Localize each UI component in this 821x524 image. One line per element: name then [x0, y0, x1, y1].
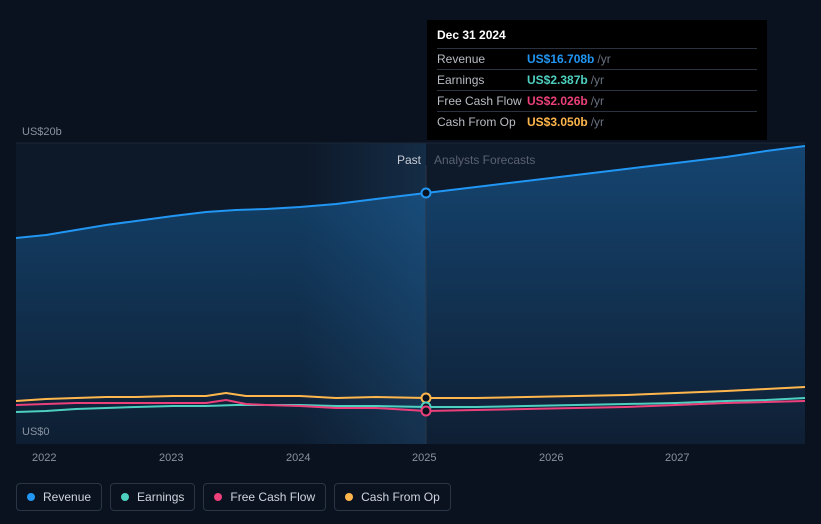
- legend-marker-icon: [345, 493, 353, 501]
- tooltip-row-unit: /yr: [591, 73, 604, 87]
- legend-item-label: Revenue: [43, 490, 91, 504]
- legend-item-label: Free Cash Flow: [230, 490, 315, 504]
- y-axis-label-max: US$20b: [22, 126, 62, 138]
- x-axis-label: 2022: [32, 452, 56, 464]
- legend-item-free-cash-flow[interactable]: Free Cash Flow: [203, 483, 326, 511]
- tooltip-row-unit: /yr: [597, 52, 610, 66]
- tooltip-row-value: US$3.050b: [527, 115, 588, 129]
- tooltip-header: Dec 31 2024: [437, 28, 757, 46]
- forecast-label: Analysts Forecasts: [434, 153, 535, 167]
- tooltip-row: Free Cash FlowUS$2.026b/yr: [437, 90, 757, 111]
- tooltip-row-label: Revenue: [437, 52, 527, 66]
- legend-item-label: Earnings: [137, 490, 184, 504]
- x-axis-label: 2024: [286, 452, 310, 464]
- tooltip-row: EarningsUS$2.387b/yr: [437, 69, 757, 90]
- tooltip-row: RevenueUS$16.708b/yr: [437, 48, 757, 69]
- legend-item-cash-from-op[interactable]: Cash From Op: [334, 483, 451, 511]
- legend-item-earnings[interactable]: Earnings: [110, 483, 195, 511]
- tooltip-row-value: US$16.708b: [527, 52, 594, 66]
- tooltip-row-unit: /yr: [591, 94, 604, 108]
- legend-marker-icon: [214, 493, 222, 501]
- x-axis-label: 2027: [665, 452, 689, 464]
- chart-legend: Revenue Earnings Free Cash Flow Cash From O…: [16, 483, 451, 511]
- chart-tooltip: Dec 31 2024 RevenueUS$16.708b/yrEarnings…: [427, 20, 767, 140]
- tooltip-row-value: US$2.026b: [527, 94, 588, 108]
- x-axis-label: 2026: [539, 452, 563, 464]
- legend-item-revenue[interactable]: Revenue: [16, 483, 102, 511]
- legend-marker-icon: [27, 493, 35, 501]
- x-axis-label: 2025: [412, 452, 436, 464]
- legend-item-label: Cash From Op: [361, 490, 440, 504]
- tooltip-row-unit: /yr: [591, 115, 604, 129]
- y-axis-label-zero: US$0: [22, 426, 50, 438]
- tooltip-row-value: US$2.387b: [527, 73, 588, 87]
- tooltip-row-label: Earnings: [437, 73, 527, 87]
- x-axis-label: 2023: [159, 452, 183, 464]
- tooltip-row-label: Free Cash Flow: [437, 94, 527, 108]
- past-label: Past: [16, 153, 421, 167]
- legend-marker-icon: [121, 493, 129, 501]
- tooltip-row: Cash From OpUS$3.050b/yr: [437, 111, 757, 132]
- tooltip-row-label: Cash From Op: [437, 115, 527, 129]
